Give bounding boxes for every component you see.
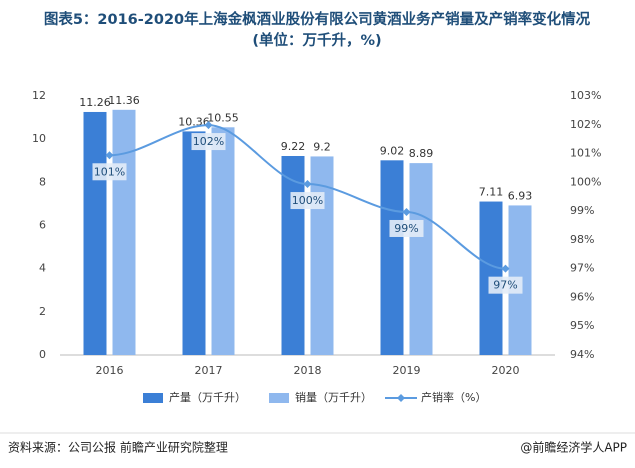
- bar-label: 10.55: [207, 111, 239, 124]
- chart-subtitle: (单位：万千升，%): [252, 31, 381, 49]
- line-label-box: [92, 163, 127, 181]
- y2-tick-label: 99%: [570, 204, 594, 217]
- y-tick-label: 8: [39, 175, 46, 188]
- line-label-box: [389, 219, 424, 237]
- y-tick-label: 6: [39, 219, 46, 232]
- bar: [83, 111, 107, 355]
- bar: [211, 127, 235, 355]
- line-label: 102%: [193, 135, 224, 148]
- bar-label: 11.36: [108, 94, 140, 107]
- y2-tick-label: 95%: [570, 319, 594, 332]
- legend-swatch: [143, 393, 163, 403]
- bar-label: 9.2: [313, 140, 331, 153]
- source: 资料来源：公司公报 前瞻产业研究院整理: [8, 440, 228, 455]
- x-tick-label: 2020: [492, 364, 520, 377]
- y-tick-label: 10: [32, 132, 46, 145]
- credit: @前瞻经济学人APP: [520, 440, 627, 455]
- y2-tick-label: 101%: [570, 147, 601, 160]
- y-tick-label: 12: [32, 89, 46, 102]
- y-tick-label: 0: [39, 348, 46, 361]
- y2-tick-label: 102%: [570, 118, 601, 131]
- x-tick-label: 2016: [96, 364, 124, 377]
- bar-label: 11.26: [79, 96, 111, 109]
- bar-label: 6.93: [508, 189, 533, 202]
- line-marker: [402, 207, 411, 216]
- line-marker: [303, 180, 312, 189]
- legend-swatch: [269, 393, 289, 403]
- y2-tick-label: 97%: [570, 262, 594, 275]
- line-marker: [204, 121, 213, 130]
- bar-label: 9.22: [281, 140, 306, 153]
- bar: [409, 163, 433, 355]
- bar: [182, 131, 206, 355]
- line-label-box: [191, 133, 226, 151]
- line-label: 101%: [94, 165, 125, 178]
- line-marker: [501, 264, 510, 273]
- line-label-box: [488, 276, 523, 294]
- legend-label: 产销率（%）: [421, 390, 486, 404]
- bar-label: 7.11: [479, 186, 504, 199]
- bar-label: 9.02: [380, 144, 405, 157]
- legend-label: 产量（万千升）: [169, 390, 246, 404]
- line-label-box: [290, 192, 325, 210]
- line-label: 97%: [493, 279, 517, 292]
- y2-tick-label: 103%: [570, 89, 601, 102]
- legend-label: 销量（万千升）: [295, 390, 372, 404]
- legend-swatch-marker: [397, 394, 405, 402]
- x-tick-label: 2018: [294, 364, 322, 377]
- line-label: 100%: [292, 194, 323, 207]
- bar: [281, 156, 305, 355]
- x-tick-label: 2019: [393, 364, 421, 377]
- bar: [112, 109, 136, 356]
- line-label: 99%: [394, 222, 418, 235]
- y2-tick-label: 100%: [570, 175, 601, 188]
- line-marker: [105, 151, 114, 160]
- y2-tick-label: 94%: [570, 348, 594, 361]
- y-tick-label: 2: [39, 305, 46, 318]
- bar: [380, 160, 404, 355]
- chart-title: 图表5：2016-2020年上海金枫酒业股份有限公司黄酒业务产销量及产销率变化情…: [44, 10, 591, 28]
- x-tick-label: 2017: [195, 364, 223, 377]
- y2-tick-label: 98%: [570, 233, 594, 246]
- y-tick-label: 4: [39, 262, 46, 275]
- y2-tick-label: 96%: [570, 290, 594, 303]
- bar-label: 8.89: [409, 147, 434, 160]
